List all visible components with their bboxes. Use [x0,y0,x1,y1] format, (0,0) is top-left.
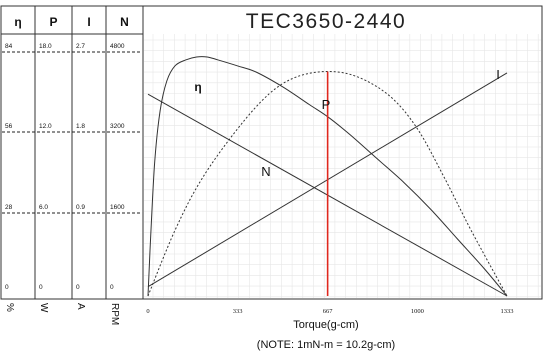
unit-note: (NOTE: 1mN-m = 10.2g-cm) [257,339,395,351]
scale-tick-label: 0 [39,284,43,291]
scale-tick-label: 0 [110,284,114,291]
scale-unit-w: W [38,303,49,313]
curve-label-current: I [496,67,500,82]
chart-title: TEC3650-2440 [246,10,406,33]
curve-efficiency [147,56,508,297]
scale-unit-%: % [4,303,15,312]
scale-tick-label: 3200 [110,123,125,130]
plot-grid [144,34,541,298]
x-tick-label: 1333 [501,308,514,315]
x-axis-tick-labels: 0 333 667 1000 1333 [146,308,513,315]
scale-header-rpm: N [120,15,129,29]
scale-unit-labels: % W A RPM [4,303,120,325]
curve-label-power: P [322,97,331,112]
x-axis-label: Torque(g-cm) [293,319,358,331]
scale-tick-label: 0.9 [76,204,85,211]
scale-tick-label: 0 [5,284,9,291]
chart-border [0,5,543,300]
scale-tick-label: 0 [76,284,80,291]
scale-unit-rpm: RPM [109,303,120,325]
scale-tick-label: 2.7 [76,43,85,50]
curve-labels: η P I N [194,67,499,179]
x-tick-label: 333 [233,308,243,315]
scale-dashed-lines [2,51,142,214]
scale-tick-label: 1.8 [76,123,85,130]
curve-label-efficiency: η [194,80,201,94]
scale-tick-label: 12.0 [39,123,52,130]
scale-unit-a: A [75,303,86,310]
scale-header-a: I [87,15,90,29]
scale-header-w: P [49,15,57,29]
scale-tick-labels: 0 28 56 84 0 6.0 12.0 18.0 0 0.9 1.8 2.7 0 1600 3200 48… [5,43,125,291]
scale-tick-label: 18.0 [39,43,52,50]
scale-tick-label: 6.0 [39,204,48,211]
scale-tick-label: 56 [5,123,13,130]
scale-tick-label: 4800 [110,43,125,50]
scale-header-%: η [14,15,21,29]
scale-tick-label: 1600 [110,204,125,211]
curve-power [147,70,508,297]
curve-label-speed: N [261,164,270,179]
x-tick-label: 1000 [411,308,424,315]
scale-tick-label: 84 [5,43,13,50]
x-tick-label: 667 [323,308,334,315]
x-tick-label: 0 [146,308,149,315]
scale-tick-label: 28 [5,204,13,211]
